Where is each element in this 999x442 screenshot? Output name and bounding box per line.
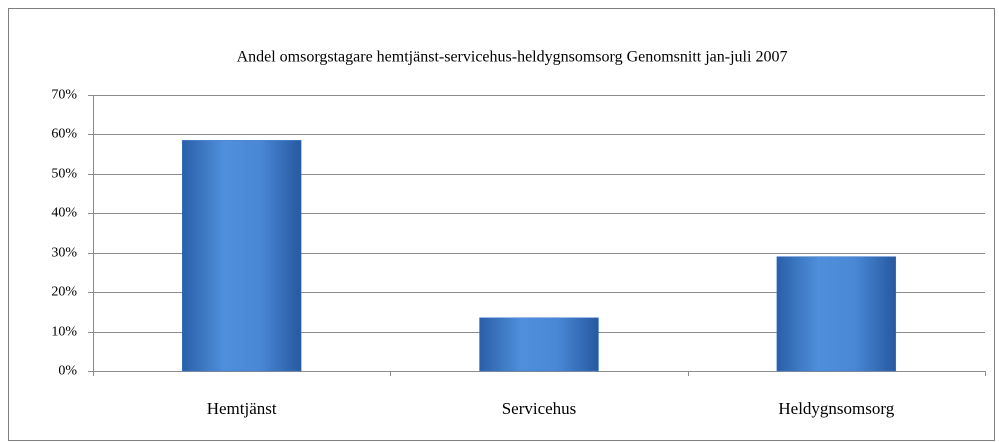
- x-tick-label: Servicehus: [502, 399, 577, 418]
- bar: [776, 256, 897, 372]
- y-tick-label: 30%: [51, 246, 77, 261]
- x-tick-label: Hemtjänst: [207, 399, 277, 418]
- y-tick-label: 70%: [51, 88, 77, 103]
- bar: [479, 317, 599, 372]
- bar: [181, 140, 302, 372]
- y-tick-label: 10%: [51, 325, 77, 340]
- y-tick-label: 0%: [58, 364, 77, 379]
- y-tick-label: 60%: [51, 127, 77, 142]
- chart-title: Andel omsorgstagare hemtjänst-servicehus…: [237, 49, 788, 66]
- y-tick-label: 40%: [51, 206, 77, 221]
- x-tick-label: Heldygnsomsorg: [778, 399, 894, 418]
- chart-border: [8, 8, 995, 441]
- y-tick-label: 20%: [51, 285, 77, 300]
- y-tick-label: 50%: [51, 167, 77, 182]
